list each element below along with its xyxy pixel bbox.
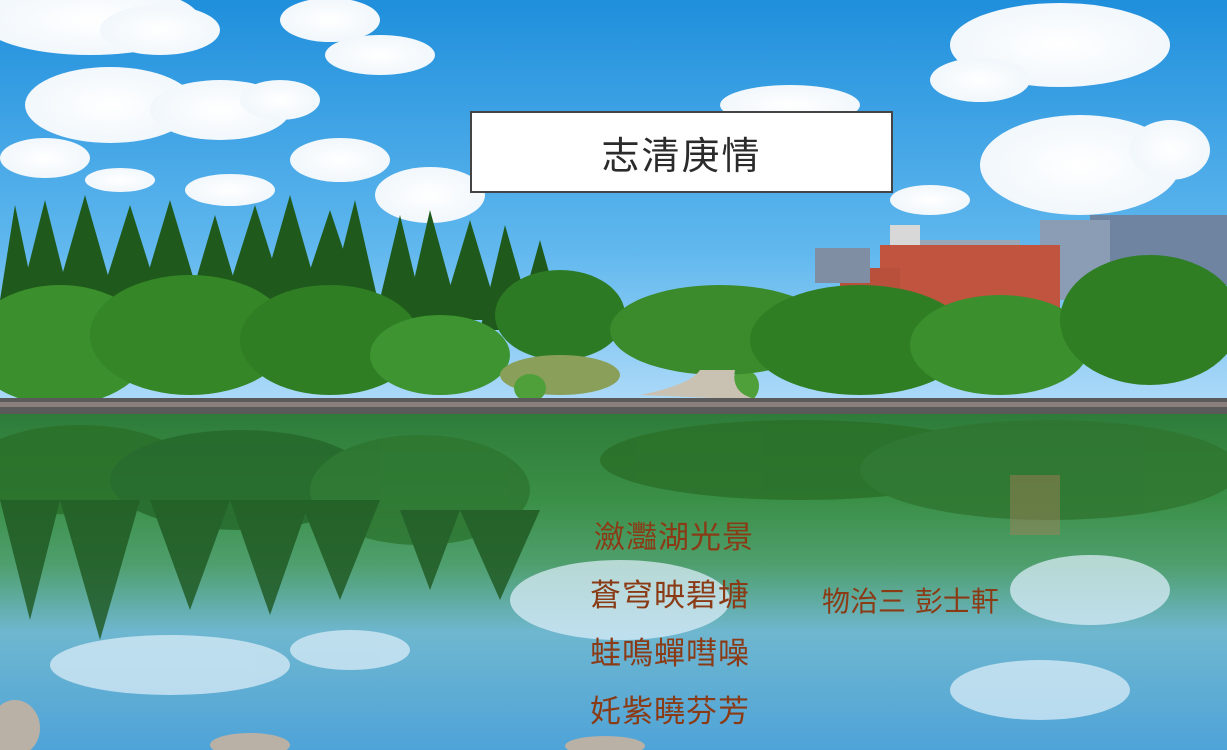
foliage <box>0 255 1227 405</box>
poem-line-1: 瀲灩湖光景 <box>594 520 754 556</box>
title-box: 志清庚情 <box>470 111 893 193</box>
cloud-reflections <box>50 555 1170 720</box>
poem-line-3: 蛙鳴蟬嘒噪 <box>590 636 750 672</box>
foreground-rocks <box>0 700 645 750</box>
tree-reflections <box>0 420 1227 640</box>
author-credit: 物治三 彭士軒 <box>822 585 999 618</box>
poem-line-4: 奼紫曉芬芳 <box>590 694 750 730</box>
title-text: 志清庚情 <box>601 133 762 178</box>
path <box>640 370 760 400</box>
poem-line-2: 蒼穹映碧塘 <box>590 578 750 614</box>
